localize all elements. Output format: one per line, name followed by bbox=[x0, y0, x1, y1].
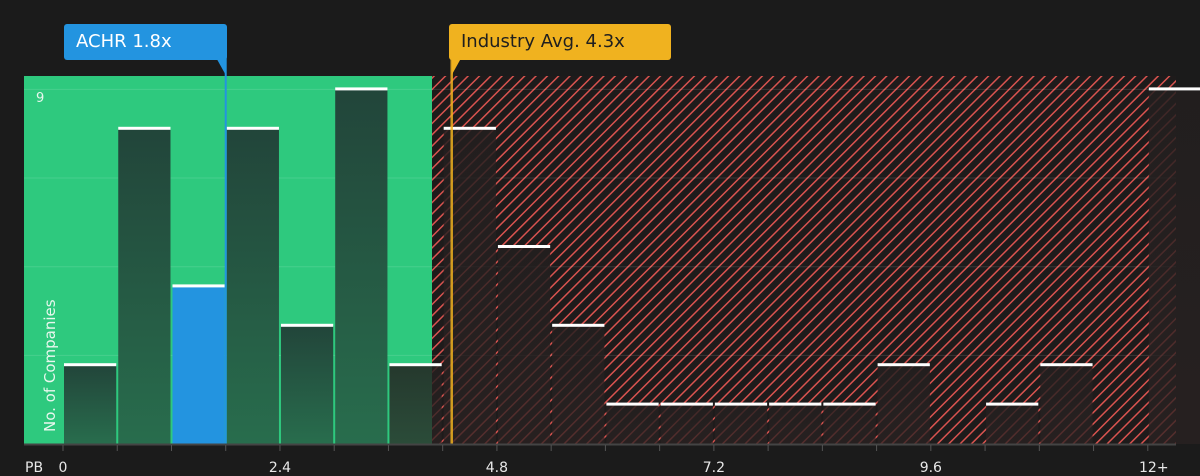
y-axis-title: No. of Companies bbox=[41, 299, 59, 432]
histogram-bar bbox=[389, 365, 442, 444]
histogram-bar bbox=[280, 325, 334, 444]
x-tick-label: 12+ bbox=[1139, 460, 1169, 476]
bar-top-cap bbox=[660, 402, 713, 406]
histogram-bar bbox=[714, 404, 768, 444]
x-tick-label: 2.4 bbox=[268, 460, 292, 476]
bar-top-cap bbox=[877, 363, 930, 367]
histogram-bars bbox=[64, 87, 1200, 445]
bar-top-cap bbox=[823, 402, 876, 406]
x-axis bbox=[24, 443, 1176, 451]
bar-top-cap bbox=[335, 87, 388, 91]
company-pb-callout: ACHR 1.8x bbox=[64, 24, 227, 60]
histogram-bar bbox=[118, 128, 171, 445]
x-tick-label: 0 bbox=[58, 460, 68, 476]
bar-top-cap bbox=[64, 363, 117, 367]
bar-top-cap bbox=[769, 402, 822, 406]
bar-top-cap bbox=[986, 402, 1039, 406]
histogram-bar bbox=[606, 404, 659, 444]
histogram-bar bbox=[226, 128, 279, 445]
bar-top-cap bbox=[226, 126, 279, 130]
company-callout-pointer bbox=[215, 57, 226, 75]
histogram-bar bbox=[497, 247, 551, 444]
histogram-bar bbox=[1040, 365, 1093, 444]
bar-top-cap bbox=[172, 284, 225, 288]
x-tick-label: 4.8 bbox=[485, 460, 509, 476]
industry-callout-pointer bbox=[451, 57, 462, 75]
bar-top-cap bbox=[606, 402, 659, 406]
marker-lines bbox=[215, 56, 462, 444]
bar-top-cap bbox=[497, 245, 551, 248]
highlighted-bar bbox=[172, 286, 225, 444]
bar-top-cap bbox=[714, 402, 768, 406]
histogram-bar bbox=[823, 404, 876, 444]
bar-top-cap bbox=[1040, 363, 1093, 367]
bar-top-cap bbox=[118, 126, 171, 130]
histogram-bar bbox=[335, 89, 388, 445]
y-axis-max-label: 9 bbox=[36, 91, 45, 106]
bar-top-cap bbox=[443, 126, 496, 130]
x-axis-prefix: PB bbox=[25, 460, 44, 476]
histogram-bar bbox=[769, 404, 822, 444]
histogram-bar bbox=[552, 325, 605, 444]
histogram-bar bbox=[1148, 89, 1200, 445]
x-tick-label: 7.2 bbox=[702, 460, 726, 476]
histogram-bar bbox=[986, 404, 1039, 444]
bar-top-cap bbox=[552, 323, 605, 327]
x-tick-label: 9.6 bbox=[919, 460, 942, 476]
industry-average-callout: Industry Avg. 4.3x bbox=[449, 24, 671, 60]
bar-top-cap bbox=[280, 323, 334, 327]
bar-top-cap bbox=[1148, 87, 1200, 91]
histogram-bar bbox=[660, 404, 713, 444]
bar-top-cap bbox=[389, 363, 442, 367]
histogram-bar bbox=[877, 365, 930, 444]
histogram-bar bbox=[64, 365, 117, 444]
